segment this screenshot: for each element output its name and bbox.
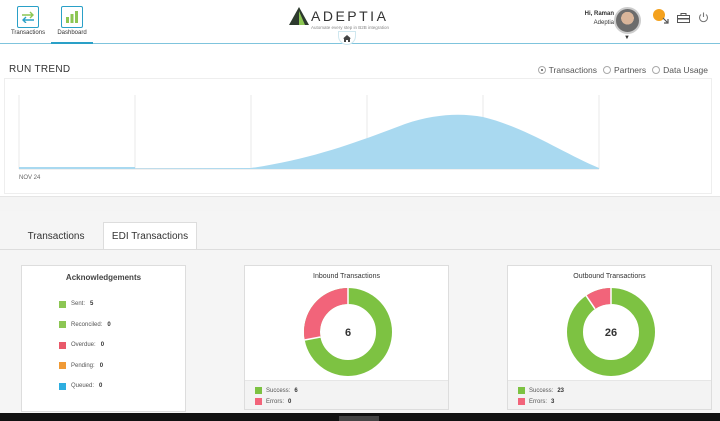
acknowledgements-list: Sent: 5 Reconciled: 0 Overdue: 0 Pending: 0 … [59, 294, 185, 397]
radio-transactions[interactable]: Transactions [537, 65, 597, 75]
avatar[interactable] [614, 7, 641, 34]
outbound-error-segment [586, 288, 612, 310]
inbound-title: Inbound Transactions [313, 273, 380, 280]
window-bottom-bar [0, 413, 720, 421]
logo-text: ADEPTIA [311, 8, 389, 24]
nav-dashboard-label: Dashboard [57, 30, 87, 36]
run-trend-chart: NOV 24 [4, 78, 712, 194]
tab-edi-transactions[interactable]: EDI Transactions [103, 222, 197, 250]
transfer-arrows-icon [17, 6, 39, 28]
ack-item-reconciled: Reconciled: 0 [59, 315, 185, 336]
home-icon [343, 34, 351, 42]
bottom-bar-handle [339, 416, 379, 421]
segment-gap [304, 336, 321, 341]
adeptia-logo: ADEPTIA Automate every step in B2B integ… [289, 6, 419, 34]
legend-swatch [59, 382, 66, 390]
tab-divider [0, 249, 720, 250]
outbound-title: Outbound Transactions [573, 273, 646, 280]
tab-transactions[interactable]: Transactions [27, 230, 85, 242]
radio-selected-icon [537, 66, 546, 74]
section-separator [0, 196, 720, 212]
inbound-error-segment [304, 288, 349, 340]
trend-area [19, 114, 599, 169]
power-icon[interactable] [698, 12, 709, 23]
segment-gap [585, 295, 596, 310]
acknowledgements-title: Acknowledgements [65, 273, 142, 282]
outbound-success-legend: Success: 23 [518, 385, 711, 396]
legend-swatch [518, 387, 525, 394]
ack-item-queued: Queued: 0 [59, 376, 185, 397]
run-trend-svg: NOV 24 [18, 95, 600, 181]
inbound-total: 6 [345, 327, 351, 339]
outbound-transactions-card: Outbound Transactions 26 Success: 23 Erro… [507, 265, 712, 410]
acknowledgements-card: Acknowledgements Sent: 5 Reconciled: 0 Ove… [21, 265, 186, 412]
legend-swatch [59, 300, 66, 308]
outbound-errors-legend: Errors: 3 [518, 396, 711, 407]
radio-empty-icon [602, 66, 611, 74]
nav-dashboard-button[interactable]: Dashboard [51, 6, 93, 44]
run-trend-title: RUN TREND [9, 64, 71, 75]
outbound-legend: Success: 23 Errors: 3 [508, 380, 711, 409]
trend-metric-selector: Transactions Partners Data Usage [537, 65, 708, 75]
legend-swatch [59, 341, 66, 349]
radio-empty-icon [652, 66, 661, 74]
ack-item-sent: Sent: 5 [59, 294, 185, 315]
bar-chart-icon [61, 6, 83, 28]
outbound-total: 26 [605, 327, 617, 339]
user-greeting: Hi, Raman [584, 11, 614, 17]
user-info: Hi, Raman Adeptia [585, 10, 614, 28]
ack-item-pending: Pending: 0 [59, 356, 185, 377]
legend-swatch [59, 362, 66, 370]
radio-partners[interactable]: Partners [602, 65, 646, 75]
legend-swatch [59, 321, 66, 329]
nav-transactions-label: Transactions [10, 30, 46, 36]
inbound-transactions-card: Inbound Transactions 6 Success: 6 Errors:… [244, 265, 449, 410]
toolbox-icon[interactable] [677, 13, 690, 23]
radio-data-usage[interactable]: Data Usage [652, 65, 708, 75]
legend-swatch [518, 398, 525, 405]
notification-badge-icon[interactable] [651, 7, 669, 25]
inbound-donut-chart: 6 [304, 288, 392, 376]
outbound-donut-chart: 26 [567, 288, 655, 376]
user-menu-caret-icon[interactable]: ▼ [624, 35, 630, 41]
app-header: Transactions Dashboard ADEPTIA Automate … [0, 0, 720, 45]
nav-transactions-button[interactable]: Transactions [7, 6, 49, 36]
logo-tagline: Automate every step in B2B integration [311, 25, 390, 30]
legend-swatch [255, 387, 262, 394]
inbound-errors-legend: Errors: 0 [255, 396, 448, 407]
ack-item-overdue: Overdue: 0 [59, 335, 185, 356]
logo-mark-icon [289, 7, 309, 25]
inbound-legend: Success: 6 Errors: 0 [245, 380, 448, 409]
x-tick-label: NOV 24 [19, 175, 41, 181]
legend-swatch [255, 398, 262, 405]
user-org: Adeptia [593, 20, 614, 26]
inbound-success-legend: Success: 6 [255, 385, 448, 396]
home-button[interactable] [338, 31, 356, 45]
